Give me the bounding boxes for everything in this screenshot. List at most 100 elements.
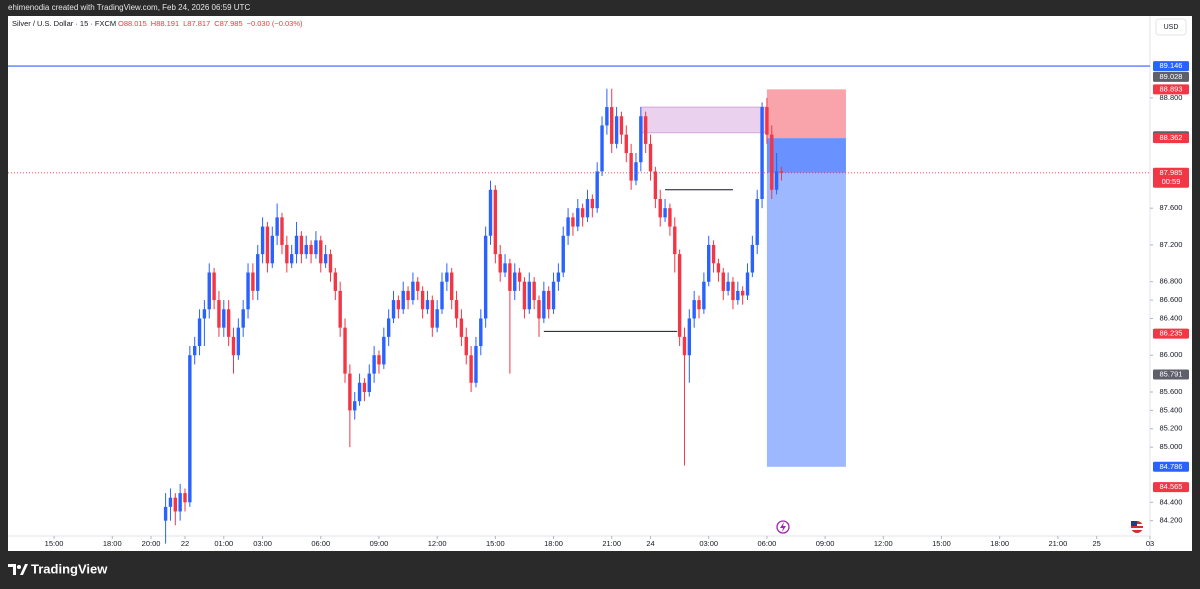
candle-body (285, 244, 289, 264)
candle-body (362, 382, 367, 392)
candle-body (634, 162, 638, 181)
candle-body (333, 272, 338, 291)
candle-body (566, 217, 570, 236)
x-tick-label: 06:00 (758, 539, 777, 548)
candle-body (188, 355, 192, 503)
candle-body (600, 125, 604, 172)
candle-body (687, 318, 692, 356)
candle-body (338, 290, 342, 328)
candle-body (750, 244, 755, 273)
price-badge-label: 84.786 (1160, 462, 1183, 471)
brand: TradingView (31, 561, 108, 576)
candle-body (236, 327, 241, 356)
candle-body (294, 235, 299, 255)
candle-body (663, 208, 667, 218)
candle-body (246, 272, 250, 310)
currency-label: USD (1164, 24, 1179, 31)
candle-body (643, 116, 648, 144)
candle-body (479, 318, 483, 347)
candle-body (532, 281, 536, 301)
candle-body (639, 116, 643, 163)
candle-body (396, 300, 401, 310)
x-tick-label: 01:00 (214, 539, 233, 548)
candle-body (386, 318, 391, 337)
price-badge-label: 85.791 (1160, 369, 1183, 378)
candle-body (716, 263, 721, 273)
candle-body (658, 198, 662, 218)
price-badge-label: 87.985 (1160, 168, 1183, 177)
x-tick-label: 12:00 (428, 539, 447, 548)
y-tick-label: 85.000 (1160, 442, 1183, 451)
candle-body (745, 272, 750, 296)
price-badge-label: 86.235 (1160, 329, 1183, 338)
candle-body (251, 272, 255, 291)
price-badge-label: 88.362 (1160, 133, 1183, 142)
candle-body (289, 254, 294, 264)
candle-body (382, 336, 386, 365)
candle-body (498, 254, 502, 273)
candle-body (682, 336, 687, 356)
candle-body (348, 373, 352, 411)
y-tick-label: 88.800 (1160, 93, 1183, 102)
candle-body (265, 226, 270, 264)
x-tick-label: 03 (1146, 539, 1154, 548)
candle-body (585, 198, 590, 218)
candle-body (226, 309, 231, 337)
candle-body (736, 290, 740, 301)
candle-body (377, 355, 381, 365)
price-badge-label: 84.565 (1160, 482, 1183, 491)
candle-body (450, 272, 454, 301)
candle-body (677, 254, 682, 337)
candle-body (217, 300, 221, 328)
candle-body (624, 134, 628, 154)
x-tick-label: 03:00 (253, 539, 272, 548)
candle-body (197, 318, 202, 347)
candle-body (673, 226, 677, 255)
candle-body (605, 107, 609, 126)
price-badge-label: 88.893 (1160, 84, 1183, 93)
x-tick-label: 06:00 (311, 539, 330, 548)
candle-body (357, 382, 362, 402)
candle-body (774, 171, 779, 190)
candle-body (765, 107, 769, 135)
candle-body (454, 300, 459, 319)
candle-body (168, 497, 173, 507)
x-tick-label: 20:00 (142, 539, 161, 548)
x-tick-label: 24 (646, 539, 654, 548)
candle-body (576, 208, 580, 227)
candle-body (595, 171, 599, 209)
x-tick-label: 25 (1092, 539, 1100, 548)
candle-body (280, 217, 284, 245)
y-tick-label: 85.200 (1160, 424, 1183, 433)
candle-body (779, 171, 784, 173)
price-badge (1153, 369, 1189, 380)
candle-body (367, 373, 371, 392)
candle-body (309, 244, 313, 255)
candle-body (202, 309, 207, 319)
candle-body (391, 300, 396, 319)
x-tick-label: 22 (181, 539, 189, 548)
candle-body (629, 153, 633, 181)
candle-body (231, 336, 236, 356)
candle-body (270, 235, 274, 264)
candle-body (173, 497, 177, 512)
candle-body (445, 272, 449, 282)
candle-body (319, 240, 323, 264)
x-tick-label: 18:00 (103, 539, 122, 548)
candle-body (517, 272, 522, 282)
candle-body (406, 290, 410, 301)
candle-body (542, 290, 546, 319)
price-badge (1153, 133, 1189, 144)
price-badge (1153, 461, 1189, 472)
candle-body (731, 281, 735, 301)
candle-body (513, 272, 517, 291)
stop-zone (766, 89, 846, 139)
chart-area (8, 16, 1192, 551)
candle-body (343, 327, 347, 374)
y-tick-label: 86.800 (1160, 277, 1183, 286)
candle-body (420, 290, 425, 310)
candle-body (614, 116, 619, 144)
header-text: ehimenodia created with TradingView.com,… (8, 3, 250, 12)
currency-button[interactable] (1155, 18, 1187, 36)
